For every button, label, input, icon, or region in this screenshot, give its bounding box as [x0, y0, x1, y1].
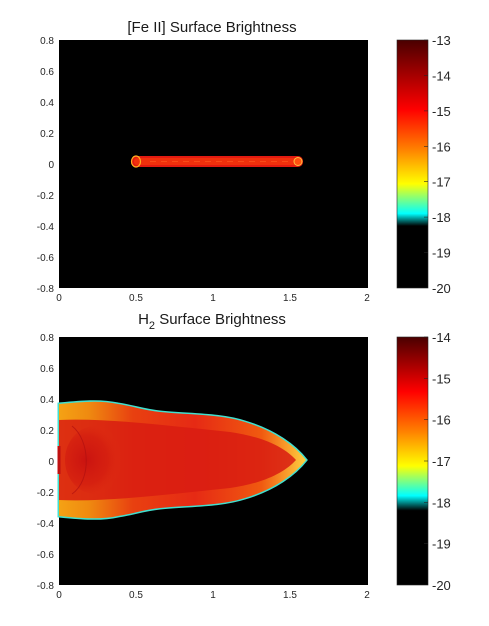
chart1-y-ticks: 0.8 0.6 0.4 0.2 0 -0.2 -0.4 -0.6 -0.8 [37, 36, 55, 295]
chart1-y-tick: -0.8 [37, 284, 55, 295]
chart1-x-tick: 0.5 [129, 293, 143, 304]
chart2-x-tick: 0 [56, 590, 62, 601]
chart2-y-tick: -0.8 [37, 581, 55, 592]
chart2-title-sub: 2 [149, 320, 155, 332]
chart2-y-tick: -0.4 [37, 519, 55, 530]
chart1-jet-bow [130, 155, 142, 168]
chart2-y-tick: 0.6 [40, 364, 54, 375]
chart1-y-tick: 0.6 [40, 67, 54, 78]
chart2-plume-cavity [65, 426, 125, 494]
chart1-colorbar [396, 39, 429, 289]
chart1-y-tick: -0.2 [37, 191, 55, 202]
chart2-y-tick: 0 [48, 457, 54, 468]
chart1-x-tick: 2 [364, 293, 370, 304]
chart1-cb-tick: -17 [432, 175, 451, 190]
chart1-cb-tick: -16 [432, 139, 451, 154]
chart2-cb-tick: -18 [432, 495, 451, 510]
chart1-y-tick: 0 [48, 160, 54, 171]
chart2-cb-tick: -16 [432, 413, 451, 428]
chart2-cb-tick: -14 [432, 330, 451, 345]
chart2-y-tick: 0.2 [40, 426, 54, 437]
chart2-y-tick: -0.6 [37, 550, 55, 561]
chart1-cb-tick: -18 [432, 210, 451, 225]
chart1-title: [Fe II] Surface Brightness [127, 19, 296, 36]
chart1-y-tick: 0.8 [40, 36, 54, 47]
chart1-cb-tick: -20 [432, 281, 451, 296]
chart-fe-ii: [Fe II] Surface Brightness 0.8 0.6 0.4 0… [37, 19, 451, 304]
chart1-x-tick: 1 [210, 293, 216, 304]
chart2-title-rest: Surface Brightness [155, 311, 286, 328]
chart2-x-tick: 1.5 [283, 590, 297, 601]
chart2-colorbar-ticks: -14 -15 -16 -17 -18 -19 -20 [424, 330, 451, 593]
chart2-y-ticks: 0.8 0.6 0.4 0.2 0 -0.2 -0.4 -0.6 -0.8 [37, 333, 55, 592]
chart2-cb-tick: -15 [432, 371, 451, 386]
chart2-colorbar [396, 336, 429, 586]
chart-h2: H2 Surface Brightness 0.8 0.6 0.4 0.2 0 … [37, 311, 451, 601]
chart1-cb-tick: -13 [432, 33, 451, 48]
chart1-cb-tick: -15 [432, 104, 451, 119]
chart2-y-tick: -0.2 [37, 488, 55, 499]
chart1-y-tick: -0.4 [37, 222, 55, 233]
chart2-cb-tick: -20 [432, 578, 451, 593]
chart1-cb-tick: -14 [432, 68, 451, 83]
chart1-y-tick: 0.2 [40, 129, 54, 140]
chart1-y-tick: -0.6 [37, 253, 55, 264]
chart1-x-tick: 0 [56, 293, 62, 304]
chart2-x-tick: 0.5 [129, 590, 143, 601]
chart1-jet-tip [293, 157, 303, 166]
chart2-title-main: H [138, 311, 149, 328]
chart2-x-ticks: 0 0.5 1 1.5 2 [56, 590, 370, 601]
chart2-y-tick: 0.8 [40, 333, 54, 344]
chart1-x-tick: 1.5 [283, 293, 297, 304]
chart1-colorbar-ticks: -13 -14 -15 -16 -17 -18 -19 -20 [424, 33, 451, 296]
chart2-cb-tick: -19 [432, 537, 451, 552]
chart2-cb-tick: -17 [432, 454, 451, 469]
chart2-plume [57, 400, 308, 520]
chart2-title: H2 Surface Brightness [138, 311, 286, 332]
chart1-x-ticks: 0 0.5 1 1.5 2 [56, 293, 370, 304]
chart2-x-tick: 1 [210, 590, 216, 601]
chart2-plume-shock [71, 425, 87, 495]
chart1-y-tick: 0.4 [40, 98, 54, 109]
chart1-jet [130, 155, 303, 168]
chart1-cb-tick: -19 [432, 246, 451, 261]
chart2-y-tick: 0.4 [40, 395, 54, 406]
chart2-x-tick: 2 [364, 590, 370, 601]
